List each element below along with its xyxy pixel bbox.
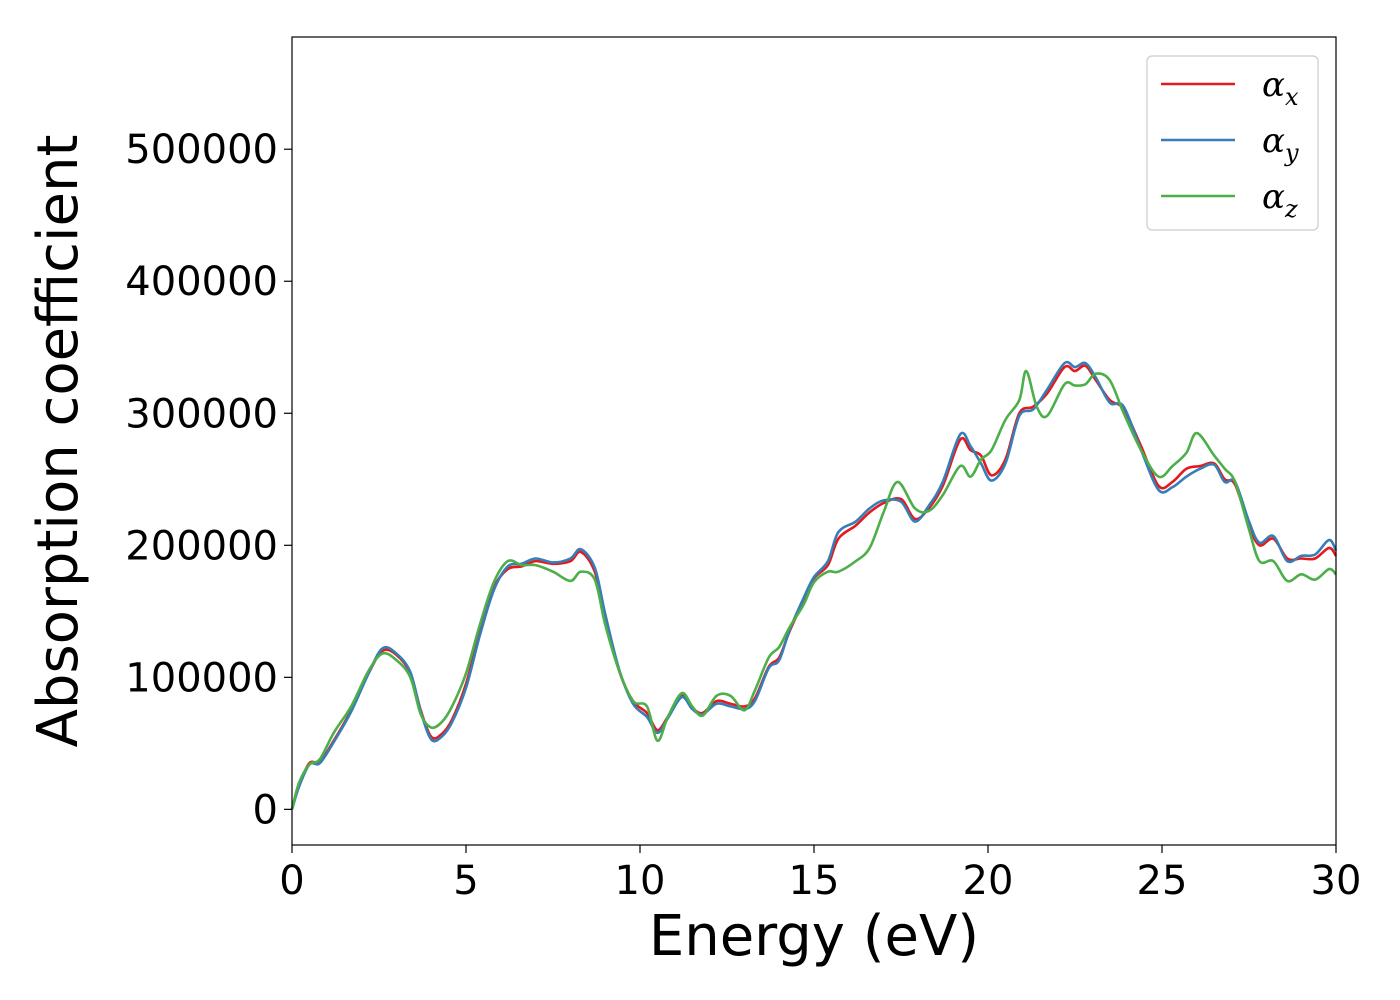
x-tick-label: 30 [1311,858,1362,904]
y-tick-label: 200000 [125,523,278,569]
legend-box [1146,55,1319,231]
legend-subscript: x [1285,83,1299,111]
y-tick-label: 300000 [125,391,278,437]
y-tick-label: 0 [253,787,278,833]
y-tick-label: 500000 [125,127,278,173]
y-tick-label: 400000 [125,259,278,305]
y-axis-ticks: 0 100000 200000 300000 400000 500000 [125,127,292,833]
x-tick-label: 15 [789,858,840,904]
x-tick-label: 0 [279,858,304,904]
series-line-z [290,369,1337,810]
legend-label-x: αx [1262,65,1299,111]
legend-subscript: z [1284,195,1298,223]
y-tick-label: 100000 [125,655,278,701]
x-tick-label: 10 [615,858,666,904]
legend-symbol: α [1262,177,1285,217]
legend-subscript: y [1284,139,1299,167]
x-axis-label: Energy (eV) [649,904,979,969]
legend-label-z: αz [1262,177,1298,223]
legend-symbol: α [1262,65,1285,105]
x-tick-label: 25 [1137,858,1188,904]
plot-frame [291,36,1337,846]
legend-label-y: αy [1262,121,1299,167]
x-tick-label: 5 [453,858,478,904]
x-axis-ticks: 0 5 10 15 20 25 30 [279,845,1361,904]
series-layer [290,360,1338,810]
series-line-y [290,360,1338,810]
x-tick-label: 20 [963,858,1014,904]
y-axis-label: Absorption coefficient [26,135,91,748]
legend-symbol: α [1262,121,1285,161]
